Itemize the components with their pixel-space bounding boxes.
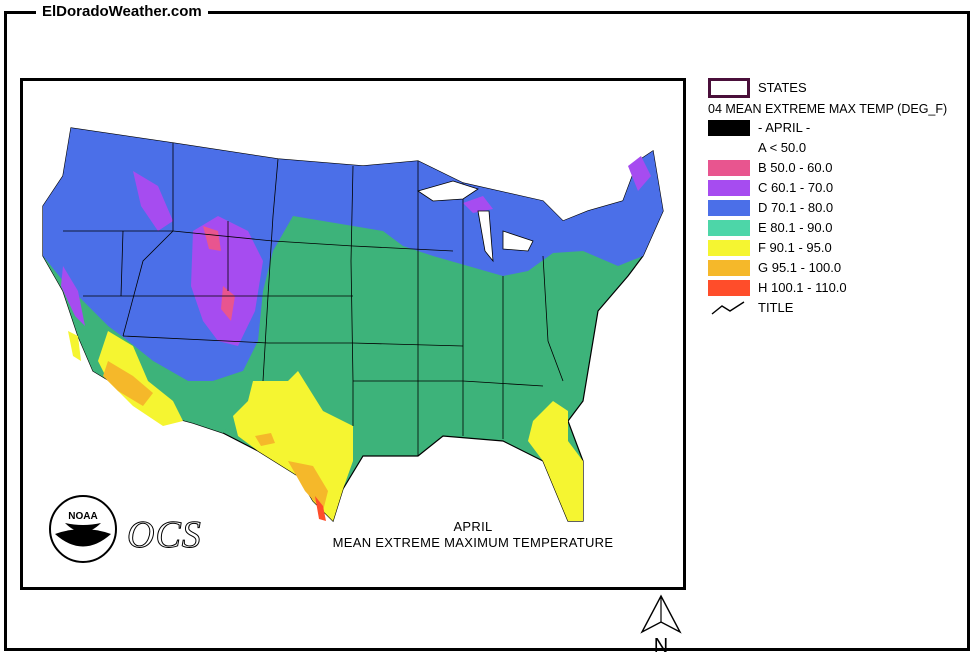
legend-class-label: A < 50.0 [758,140,807,155]
legend-layer-title: 04 MEAN EXTREME MAX TEMP (DEG_F) [708,102,948,116]
legend-class-row: E 80.1 - 90.0 [706,218,978,238]
zone-c-sierra [61,266,85,326]
map-panel: NOAA OCS APRIL MEAN EXTREME MAXIMUM TEMP… [20,78,686,590]
north-arrow-icon: N [640,594,682,656]
legend-class-label: H 100.1 - 110.0 [758,280,847,295]
zone-g-arizona [103,361,153,406]
legend-class-label: C 60.1 - 70.0 [758,180,834,195]
legend-class-row: G 95.1 - 100.0 [706,258,978,278]
legend-month-row: - APRIL - [706,118,978,138]
legend-class-row: F 90.1 - 95.0 [706,238,978,258]
zone-c-michigan [463,196,493,213]
legend-class-label: E 80.1 - 90.0 [758,220,833,235]
zone-f-florida [528,401,583,521]
legend-class-label: G 95.1 - 100.0 [758,260,842,275]
legend-class-row: B 50.0 - 60.0 [706,158,978,178]
noaa-logo: NOAA [49,495,117,563]
states-outline-swatch [708,78,750,98]
caption-title: MEAN EXTREME MAXIMUM TEMPERATURE [332,535,614,550]
legend-states-row: STATES [706,78,978,98]
legend-class-list: A < 50.0 B 50.0 - 60.0 C 60.1 - 70.0 D 70.1… [706,138,978,298]
legend-title-label: TITLE [758,300,794,315]
state-boundaries [63,143,564,456]
legend-class-swatch [708,220,750,236]
legend-class-swatch [708,160,750,176]
legend-class-label: B 50.0 - 60.0 [758,160,833,175]
caption-month: APRIL [453,519,493,534]
north-label: N [654,635,668,656]
zone-g-texas-west [255,433,275,446]
title-line-icon [711,301,745,315]
page-frame [4,11,970,651]
zone-f-southwest [98,331,183,426]
zone-e-west [43,256,258,433]
legend-states-label: STATES [758,80,807,95]
map-caption: APRIL MEAN EXTREME MAXIMUM TEMPERATURE [323,519,623,551]
zone-f-california-valley [68,331,81,361]
legend-class-swatch [708,280,750,296]
legend-title-row: TITLE [706,298,978,318]
map-legend: STATES 04 MEAN EXTREME MAX TEMP (DEG_F) … [706,78,978,318]
site-title[interactable]: ElDoradoWeather.com [36,3,208,21]
legend-month-label: - APRIL - [758,120,811,135]
zone-b-colorado-2 [221,286,235,321]
zone-d-north [43,128,663,381]
legend-class-swatch [708,240,750,256]
legend-class-label: D 70.1 - 80.0 [758,200,834,215]
legend-class-swatch [708,200,750,216]
legend-class-row: H 100.1 - 110.0 [706,278,978,298]
noaa-logo-text: NOAA [68,511,97,522]
zone-g-texas-south [288,461,328,511]
zone-c-maine [628,156,651,191]
legend-class-swatch [708,260,750,276]
legend-class-row: C 60.1 - 70.0 [706,178,978,198]
month-swatch [708,120,750,136]
ocs-logo-text: OCS [127,514,202,557]
us-temperature-map: NOAA [42,127,664,563]
zone-h-texas-tip [315,496,326,521]
great-lakes [417,180,534,263]
legend-class-label: F 90.1 - 95.0 [758,240,832,255]
legend-class-row: D 70.1 - 80.0 [706,198,978,218]
legend-class-swatch [708,180,750,196]
zone-c-idaho [133,171,173,231]
zone-b-colorado [203,226,221,251]
legend-class-swatch [708,140,750,156]
legend-class-row: A < 50.0 [706,138,978,158]
